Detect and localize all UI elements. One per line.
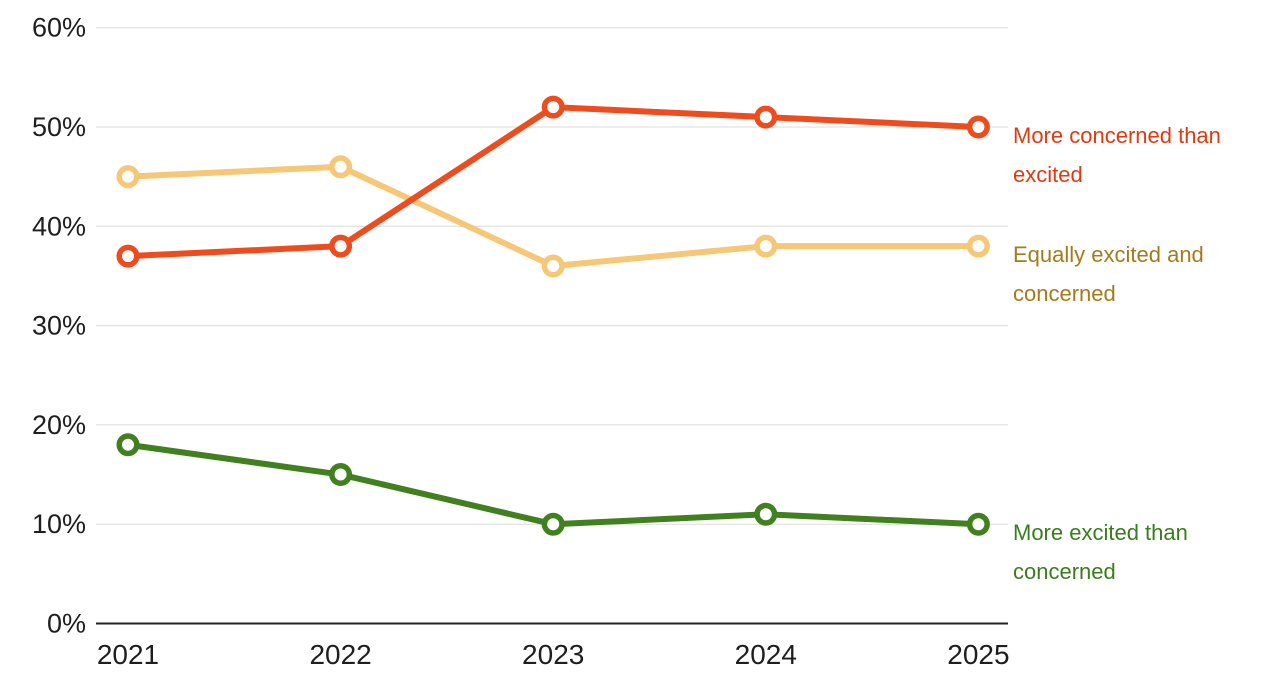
series-label: More excited than [1013, 520, 1188, 545]
series-label: More concerned than [1013, 123, 1221, 148]
data-point-marker [329, 463, 353, 487]
data-point-marker [754, 105, 778, 129]
series-label: concerned [1013, 559, 1116, 584]
y-tick-label: 30% [32, 311, 86, 341]
data-point-marker [966, 115, 990, 139]
x-tick-label: 2025 [947, 639, 1009, 670]
series-line [125, 104, 982, 260]
series-label: Equally excited and [1013, 242, 1204, 267]
data-point-marker [754, 502, 778, 526]
y-tick-label: 60% [32, 13, 86, 43]
y-tick-label: 50% [32, 112, 86, 142]
series-label: concerned [1013, 281, 1116, 306]
data-point-marker [329, 234, 353, 258]
data-point-marker [116, 165, 140, 189]
x-tick-label: 2022 [309, 639, 371, 670]
data-point-marker [754, 234, 778, 258]
y-tick-label: 0% [47, 609, 86, 639]
y-tick-label: 10% [32, 509, 86, 539]
data-point-marker [116, 244, 140, 268]
data-point-marker [541, 512, 565, 536]
data-point-marker [966, 234, 990, 258]
data-point-marker [329, 155, 353, 179]
y-tick-label: 40% [32, 211, 86, 241]
series-line [125, 441, 982, 528]
x-tick-label: 2021 [97, 639, 159, 670]
data-point-marker [541, 254, 565, 278]
x-tick-label: 2023 [522, 639, 584, 670]
data-point-marker [116, 433, 140, 457]
y-tick-label: 20% [32, 410, 86, 440]
data-point-marker [541, 95, 565, 119]
data-point-marker [966, 512, 990, 536]
x-tick-label: 2024 [735, 639, 797, 670]
series-label: excited [1013, 162, 1083, 187]
